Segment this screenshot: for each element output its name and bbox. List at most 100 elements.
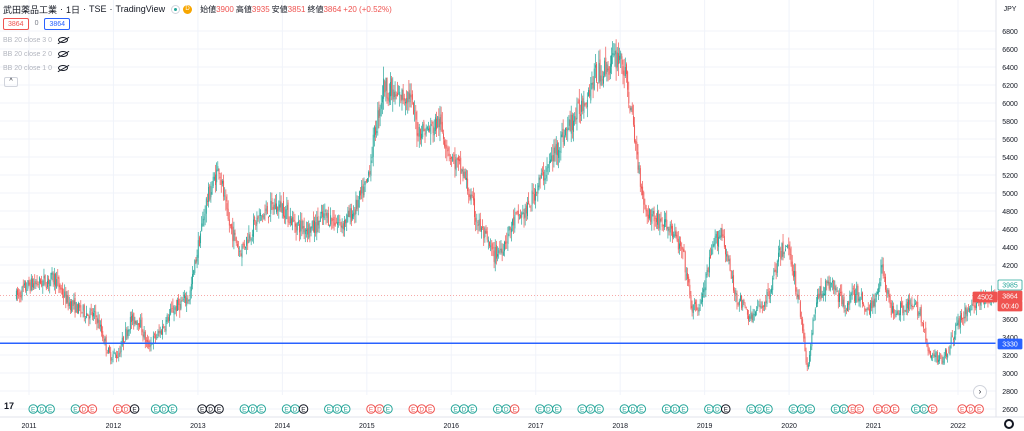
earnings-marker-letter: E [344,407,349,414]
earnings-marker[interactable]: E [239,404,250,414]
earnings-marker[interactable]: D [754,404,765,414]
eye-hidden-icon[interactable] [58,37,69,43]
earnings-marker[interactable]: E [910,404,921,414]
earnings-marker[interactable]: D [248,404,258,414]
earnings-marker[interactable]: D [79,404,89,414]
earnings-marker[interactable]: E [256,404,267,414]
earnings-marker[interactable]: D [332,404,343,414]
earnings-marker[interactable]: E [746,404,756,414]
earnings-marker-letter: E [622,407,627,414]
time-axis[interactable]: 2011 2012 2013 2014 2015 2016 2017 2018 2019 2020… [0,416,1024,430]
earnings-marker[interactable]: D [839,404,849,414]
candle-body [812,319,814,335]
price-axis[interactable]: JPY2600280030003200340036003800400042004… [995,0,1018,417]
earnings-marker[interactable]: E [281,404,292,414]
earnings-marker[interactable]: E [535,404,545,414]
earnings-marker[interactable]: E [87,404,98,414]
symbol-name[interactable]: 武田薬品工業 [3,4,58,15]
earnings-marker[interactable]: E [28,404,39,414]
sell-button[interactable]: 3864 [3,17,29,30]
indicator-bb-1[interactable]: BB 20 close 1 0 [3,62,69,74]
earnings-marker[interactable]: E [577,404,587,414]
buy-button[interactable]: 3864 [44,17,71,30]
scroll-to-realtime-button[interactable]: › [973,385,987,399]
indicator-bb-2[interactable]: BB 20 close 2 0 [3,48,69,60]
earnings-marker[interactable]: E [720,404,731,414]
earnings-marker[interactable]: D [36,404,47,414]
earnings-marker[interactable]: E [197,404,207,414]
indicator-bb-3[interactable]: BB 20 close 3 0 [3,34,69,46]
candle-body [294,221,296,227]
earnings-marker[interactable]: E [594,404,604,414]
earnings-marker[interactable]: E [425,404,435,414]
candle-body [910,305,912,307]
earnings-marker[interactable]: E [467,404,478,414]
earnings-marker[interactable]: E [112,404,123,414]
earnings-marker[interactable]: E [704,404,714,414]
candle-body [280,201,282,212]
earnings-marker[interactable]: E [383,404,393,414]
earnings-marker[interactable]: E [492,404,503,414]
collapse-legend-button[interactable]: ^ [4,77,18,87]
earnings-marker[interactable]: E [678,404,689,414]
earnings-marker[interactable]: D [121,404,131,414]
symbol-legend[interactable]: 武田薬品工業 · 1日 · TSE · TradingView D 始値 3900… [3,2,392,16]
eye-hidden-icon[interactable] [58,51,69,57]
earnings-marker[interactable]: E [167,404,178,414]
earnings-marker[interactable]: D [501,404,511,414]
candle-body [182,299,184,300]
earnings-marker[interactable]: D [416,404,427,414]
market-status-icon[interactable] [171,4,181,14]
earnings-marker[interactable]: D [159,404,169,414]
earnings-marker[interactable]: D [205,404,216,414]
earnings-marker[interactable]: E [45,404,55,414]
earnings-marker[interactable]: D [881,404,892,414]
candle-body [738,300,740,306]
earnings-marker[interactable]: D [919,404,930,414]
earnings-marker[interactable]: E [927,404,938,414]
earnings-marker[interactable]: D [796,404,807,414]
candle-body [459,159,461,162]
settings-gear-icon[interactable] [1004,419,1014,429]
earnings-marker[interactable]: E [324,404,334,414]
candle-body [215,174,216,185]
earnings-marker[interactable]: E [957,404,968,414]
earnings-marker[interactable]: E [830,404,841,414]
earnings-marker[interactable]: E [450,404,461,414]
earnings-marker[interactable]: E [408,404,419,414]
earnings-marker[interactable]: D [374,404,385,414]
earnings-marker[interactable]: E [854,404,864,414]
earnings-marker[interactable]: D [543,404,554,414]
earnings-marker[interactable]: E [872,404,883,414]
data-badge-icon[interactable]: D [183,4,193,14]
earnings-marker[interactable]: E [974,404,984,414]
earnings-marker[interactable]: E [788,404,799,414]
earnings-marker[interactable]: D [670,404,680,414]
earnings-marker[interactable]: E [340,404,351,414]
earnings-marker[interactable]: E [552,404,562,414]
earnings-marker[interactable]: E [214,404,224,414]
earnings-marker[interactable]: D [585,404,596,414]
earnings-marker[interactable]: D [965,404,976,414]
earnings-marker[interactable]: D [712,404,723,414]
earnings-marker[interactable]: D [459,404,469,414]
earnings-marker[interactable]: E [129,404,140,414]
earnings-marker[interactable]: E [298,404,309,414]
earnings-marker[interactable]: E [70,404,81,414]
earnings-marker[interactable]: E [889,404,900,414]
earnings-marker[interactable]: E [805,404,816,414]
earnings-marker[interactable]: E [636,404,647,414]
earnings-marker[interactable]: E [619,404,630,414]
eye-hidden-icon[interactable] [58,65,69,71]
earnings-marker[interactable]: E [509,404,520,414]
tradingview-logo[interactable]: 17 [4,401,15,411]
earnings-marker[interactable]: E [366,404,376,414]
earnings-marker[interactable]: E [150,404,161,414]
earnings-marker[interactable]: D [628,404,638,414]
earnings-marker[interactable]: D [290,404,300,414]
earnings-marker[interactable]: E [661,404,672,414]
interval-label[interactable]: 1日 [66,4,81,15]
earnings-marker[interactable]: E [763,404,773,414]
